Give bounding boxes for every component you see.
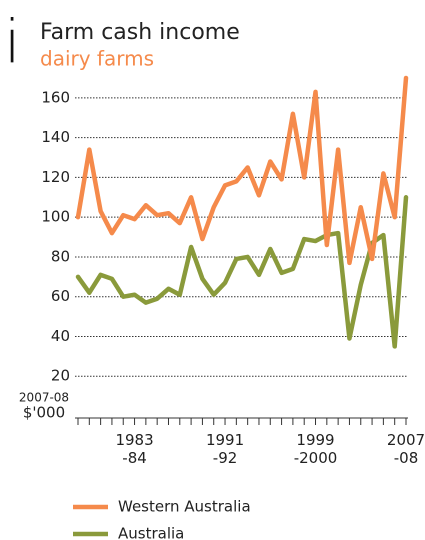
x-tick-label-part: 2007 (387, 431, 425, 449)
x-tick-label-part: -84 (122, 449, 147, 467)
x-tick-label: 1999 -2000 (294, 431, 338, 467)
series-line (75, 195, 409, 349)
series-line (75, 75, 409, 266)
x-tick-label-part: 1983 (115, 431, 153, 449)
x-tick-label-part: -2000 (294, 449, 338, 467)
y-tick-label: 20 (51, 367, 70, 385)
info-icon: i (4, 8, 21, 78)
chart-subtitle: dairy farms (40, 47, 154, 71)
y-tick-label: 80 (51, 247, 70, 265)
y-tick-label: 120 (41, 168, 70, 186)
y-tick-label: 40 (51, 327, 70, 345)
y-tick-label: 60 (51, 287, 70, 305)
legend-label: Western Australia (118, 498, 251, 516)
y-tick-label: 100 (41, 208, 70, 226)
y-tick-label: 160 (41, 88, 70, 106)
y-axis-label: 2007-08 (19, 391, 69, 405)
y-axis-label: $'000 (23, 404, 65, 422)
legend-label: Australia (118, 525, 184, 540)
x-tick-label: 2007 -08 (387, 431, 425, 467)
x-tick-label-part: -08 (394, 449, 419, 467)
chart-title: Farm cash income (40, 20, 240, 45)
x-tick-label: 1983 -84 (115, 431, 153, 467)
x-tick-label-part: 1999 (296, 431, 334, 449)
x-tick-label: 1991 -92 (206, 431, 244, 467)
x-tick-label-part: -92 (213, 449, 238, 467)
x-tick-label-part: 1991 (206, 431, 244, 449)
y-tick-label: 140 (41, 128, 70, 146)
